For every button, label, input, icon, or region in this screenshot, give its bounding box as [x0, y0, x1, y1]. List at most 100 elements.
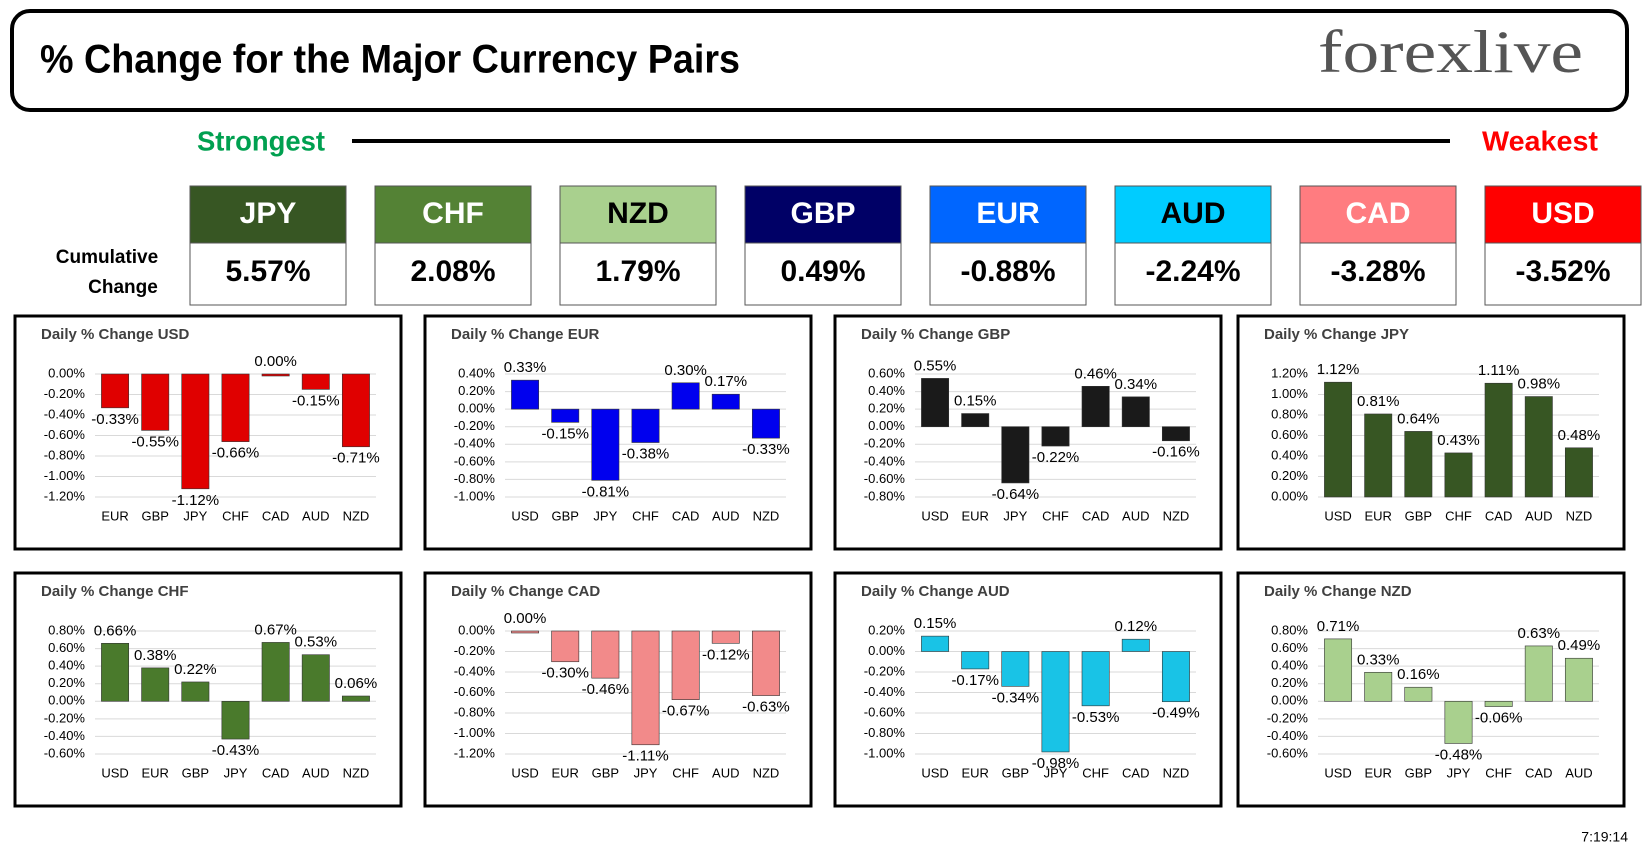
weakest-label: Weakest	[1482, 125, 1598, 156]
currency-header	[374, 185, 532, 244]
y-tick-label: -0.40%	[44, 728, 86, 743]
bar	[1121, 396, 1150, 428]
bar	[301, 373, 330, 390]
bar	[1444, 700, 1473, 744]
value-label: 0.53%	[295, 634, 338, 651]
bar	[631, 630, 660, 746]
y-tick-label: -1.00%	[44, 468, 86, 483]
currency-change: -3.52%	[1515, 255, 1610, 288]
y-tick-label: 0.20%	[1271, 675, 1308, 690]
y-tick-label: -0.60%	[454, 684, 496, 699]
bar	[591, 408, 620, 481]
chart-title: Daily % Change JPY	[1264, 326, 1409, 343]
bar	[1484, 700, 1513, 707]
x-tick-label: EUR	[1364, 508, 1391, 523]
currency-change: -0.88%	[960, 255, 1055, 288]
value-label: -0.49%	[1152, 705, 1200, 722]
bar	[1564, 447, 1593, 498]
currency-header	[1114, 185, 1272, 244]
value-label: 1.12%	[1317, 361, 1360, 378]
currency-cell	[929, 242, 1087, 306]
chart-panel: Daily % Change CAD 0.00% -0.20% -0.40% -0.60…	[423, 571, 813, 808]
chart-panel: Daily % Change GBP 0.60% 0.40% 0.20% 0.00% -0…	[833, 314, 1223, 551]
bar	[1404, 686, 1433, 702]
y-tick-label: 1.00%	[1271, 386, 1308, 401]
currency-header	[744, 185, 902, 244]
value-label: -0.67%	[662, 703, 710, 720]
currency-header	[559, 185, 717, 244]
currency-header	[189, 185, 347, 244]
value-label: -0.48%	[1435, 746, 1483, 763]
x-tick-label: USD	[511, 765, 538, 780]
currency-change: 0.49%	[780, 255, 865, 288]
value-label: 0.06%	[335, 675, 378, 692]
y-tick-label: 0.20%	[868, 622, 905, 637]
y-tick-label: -0.20%	[44, 710, 86, 725]
x-tick-label: CAD	[672, 508, 699, 523]
value-label: 0.34%	[1115, 376, 1158, 393]
y-tick-label: 0.00%	[868, 418, 905, 433]
bar	[711, 393, 740, 410]
x-tick-label: CHF	[1042, 508, 1069, 523]
value-label: 0.71%	[1317, 618, 1360, 635]
value-label: 1.11%	[1478, 362, 1519, 379]
x-tick-label: JPY	[1003, 508, 1027, 523]
bar	[221, 373, 250, 442]
y-tick-label: -0.60%	[864, 704, 906, 719]
x-tick-label: GBP	[1405, 765, 1432, 780]
value-label: -0.15%	[541, 425, 589, 442]
value-label: 0.16%	[1397, 666, 1440, 683]
value-label: 0.00%	[504, 610, 547, 627]
bar	[671, 630, 700, 700]
bar	[221, 700, 250, 740]
currency-cell	[1484, 242, 1642, 306]
value-label: -0.55%	[131, 433, 179, 450]
bar	[1364, 413, 1393, 498]
x-tick-label: AUD	[1565, 765, 1592, 780]
bar	[921, 378, 950, 428]
x-tick-label: CHF	[1082, 765, 1109, 780]
x-tick-label: CAD	[262, 765, 289, 780]
bar	[1161, 651, 1190, 703]
chart-panel: Daily % Change USD 0.00% -0.20% -0.40% -0.60…	[13, 314, 403, 551]
y-tick-label: -1.00%	[864, 745, 906, 760]
bar	[1524, 645, 1553, 702]
value-label: -0.30%	[541, 665, 589, 682]
bar	[1564, 657, 1593, 702]
value-label: -0.81%	[582, 483, 630, 500]
row-label: Cumulative	[56, 247, 158, 268]
panel-border	[833, 571, 1223, 808]
bar	[921, 635, 950, 652]
value-label: 0.43%	[1437, 432, 1480, 449]
value-label: 0.12%	[1115, 618, 1158, 635]
x-tick-label: CHF	[1485, 765, 1512, 780]
currency-cell	[1299, 242, 1457, 306]
y-tick-label: -0.80%	[44, 447, 86, 462]
bar	[261, 642, 290, 702]
y-tick-label: -0.20%	[454, 643, 496, 658]
value-label: 0.33%	[1357, 651, 1400, 668]
chart-panel: Daily % Change CHF 0.80% 0.60% 0.40% 0.20% 0.…	[13, 571, 403, 808]
value-label: -0.64%	[992, 486, 1040, 503]
y-tick-label: 0.80%	[1271, 622, 1308, 637]
y-tick-label: -1.20%	[454, 745, 496, 760]
y-tick-label: -0.20%	[1267, 710, 1309, 725]
value-label: 0.55%	[914, 357, 957, 374]
y-tick-label: 0.60%	[1271, 640, 1308, 655]
y-tick-label: 0.00%	[868, 643, 905, 658]
y-tick-label: -0.60%	[1267, 745, 1309, 760]
value-label: -0.66%	[212, 445, 260, 462]
strongest-label: Strongest	[197, 125, 325, 156]
y-tick-label: -0.40%	[864, 684, 906, 699]
x-tick-label: CHF	[672, 765, 699, 780]
bar	[1324, 638, 1353, 702]
currency-change: 1.79%	[595, 255, 680, 288]
x-tick-label: EUR	[1364, 765, 1391, 780]
bar	[1524, 396, 1553, 498]
bar	[1081, 385, 1110, 428]
y-tick-label: -0.80%	[454, 704, 496, 719]
bar	[1001, 651, 1030, 687]
x-tick-label: USD	[1324, 765, 1351, 780]
currency-change: -3.28%	[1330, 255, 1425, 288]
x-tick-label: JPY	[1044, 765, 1068, 780]
